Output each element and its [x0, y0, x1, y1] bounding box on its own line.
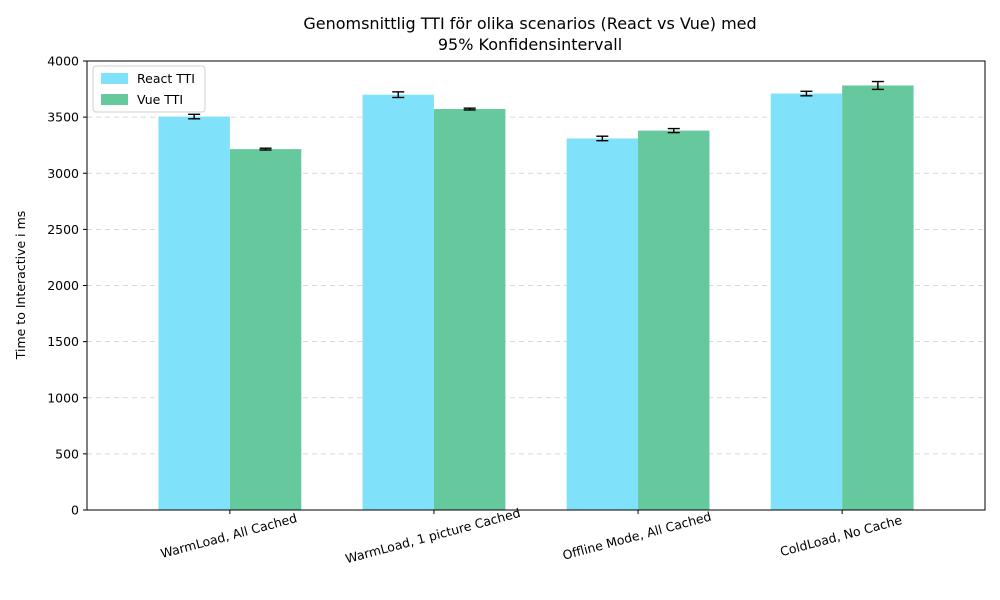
y-tick-label: 1500 [47, 334, 79, 349]
chart-title-line-2: 95% Konfidensintervall [438, 35, 622, 54]
x-axis: WarmLoad, All Cached WarmLoad, 1 picture … [159, 505, 904, 566]
bar-vue-tti [229, 149, 302, 510]
legend-swatch [101, 94, 128, 105]
y-tick-label: 3000 [47, 166, 79, 181]
y-axis: 0 500 1000 1500 2000 2500 3000 3500 4000 [47, 54, 87, 518]
y-tick-label: 500 [55, 446, 79, 461]
y-tick-label: 1000 [47, 390, 79, 405]
y-tick-label: 3500 [47, 110, 79, 125]
bar-react-tti [566, 138, 639, 510]
bar-react-tti [362, 94, 434, 511]
bars [158, 85, 914, 511]
y-tick-label: 2500 [47, 222, 79, 237]
x-tick-label: Offline Mode, All Cached [561, 509, 713, 563]
chart-title-line-1: Genomsnittlig TTI för olika scenarios (R… [303, 14, 756, 33]
x-tick-label: ColdLoad, No Cache [778, 512, 903, 559]
legend-label: Vue TTI [137, 92, 183, 107]
y-tick-label: 4000 [47, 54, 79, 69]
bar-react-tti [158, 116, 230, 510]
chart-title: Genomsnittlig TTI för olika scenarios (R… [303, 14, 756, 54]
x-tick-label: WarmLoad, All Cached [159, 510, 299, 561]
legend: React TTI Vue TTI [92, 65, 206, 113]
bar-react-tti [770, 93, 843, 511]
bar-vue-tti [842, 85, 914, 511]
bar-vue-tti [638, 130, 710, 510]
x-tick-label: WarmLoad, 1 picture Cached [344, 505, 522, 566]
error-bars [188, 80, 884, 151]
legend-label: React TTI [137, 71, 195, 86]
y-axis-label: Time to Interactive i ms [13, 211, 28, 361]
y-tick-label: 2000 [47, 278, 79, 293]
bar-vue-tti [433, 109, 506, 510]
legend-swatch [101, 73, 128, 84]
y-tick-label: 0 [71, 503, 79, 518]
